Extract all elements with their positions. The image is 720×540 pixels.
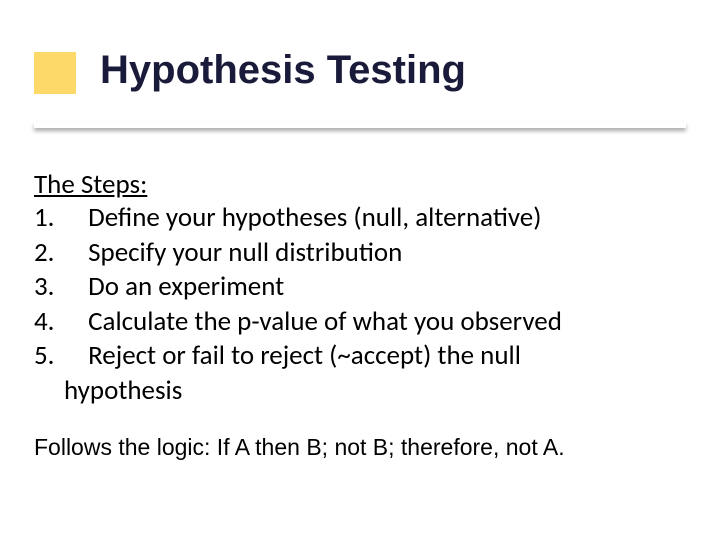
slide: Hypothesis Testing The Steps: 1. Define … bbox=[0, 0, 720, 540]
steps-heading: The Steps: bbox=[34, 168, 686, 201]
footer-text: Follows the logic: If A then B; not B; t… bbox=[34, 434, 686, 461]
title-area: Hypothesis Testing bbox=[0, 0, 720, 140]
step-text: Do an experiment bbox=[88, 270, 284, 303]
step-text: Reject or fail to reject (~accept) the n… bbox=[88, 339, 521, 372]
step-text: Calculate the p-value of what you observ… bbox=[88, 305, 562, 338]
step-number: 5. bbox=[34, 339, 82, 374]
step-number: 1. bbox=[34, 201, 82, 236]
slide-title: Hypothesis Testing bbox=[100, 48, 720, 93]
list-item: 2. Specify your null distribution bbox=[34, 236, 686, 271]
list-item: 5. Reject or fail to reject (~accept) th… bbox=[34, 339, 686, 374]
step-number: 2. bbox=[34, 236, 82, 271]
list-item: 4. Calculate the p-value of what you obs… bbox=[34, 305, 686, 340]
list-item-continuation: hypothesis bbox=[34, 374, 686, 409]
step-text: Define your hypotheses (null, alternativ… bbox=[88, 201, 541, 234]
step-text: Specify your null distribution bbox=[88, 236, 402, 269]
list-item: 1. Define your hypotheses (null, alterna… bbox=[34, 201, 686, 236]
list-item: 3. Do an experiment bbox=[34, 270, 686, 305]
title-bullet-box bbox=[34, 52, 76, 94]
steps-list: 1. Define your hypotheses (null, alterna… bbox=[34, 201, 686, 408]
step-number: 4. bbox=[34, 305, 82, 340]
step-continuation: hypothesis bbox=[64, 374, 182, 407]
step-number: 3. bbox=[34, 270, 82, 305]
title-underline bbox=[34, 122, 686, 128]
content-area: The Steps: 1. Define your hypotheses (nu… bbox=[0, 140, 720, 461]
